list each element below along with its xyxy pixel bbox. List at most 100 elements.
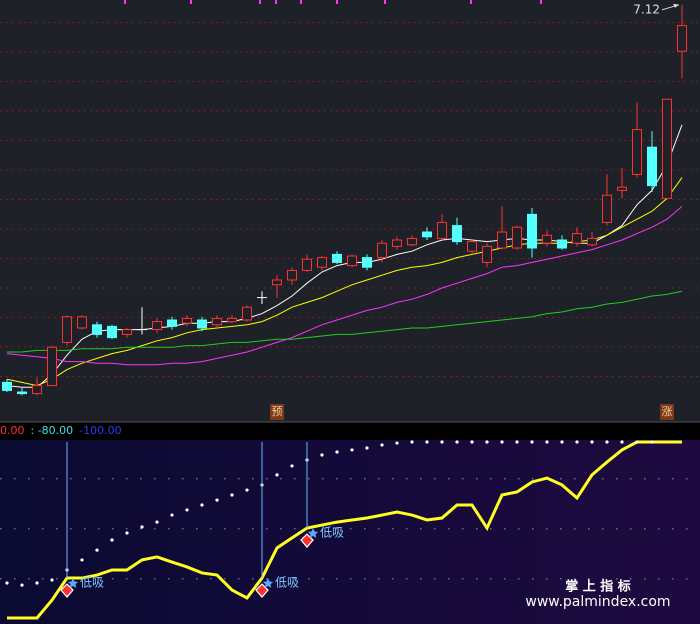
candle-body (572, 233, 582, 244)
candle-body (182, 317, 192, 324)
candle-body (452, 225, 462, 243)
dot (365, 446, 369, 450)
line (7, 440, 682, 620)
marker-label: 预 (272, 405, 283, 418)
signal-star (262, 578, 274, 588)
dot (275, 473, 279, 477)
dot (155, 520, 159, 524)
signal-label: 低吸 (275, 576, 299, 590)
candle-body (497, 231, 507, 249)
marker-box (660, 404, 674, 420)
candle-body (542, 234, 552, 244)
candle-body (62, 316, 72, 343)
candle-body (482, 245, 492, 263)
dot (455, 440, 459, 444)
candle-body (122, 329, 132, 335)
candle-body (227, 317, 237, 323)
signal-label: 低吸 (320, 526, 344, 540)
dot (200, 503, 204, 507)
candle-body (467, 241, 477, 252)
dot (515, 440, 519, 444)
candle-body (647, 146, 657, 187)
watermark-title: 掌 上 指 标 (565, 579, 631, 595)
candle-body (347, 255, 357, 267)
marker-label: 涨 (662, 405, 673, 418)
header-value: : -80.00 (31, 424, 74, 437)
dot (380, 443, 384, 447)
dot (500, 440, 504, 444)
dot (335, 450, 339, 454)
dot (575, 440, 579, 444)
candle-body (437, 221, 447, 239)
dot (170, 513, 174, 517)
candle-body (47, 346, 57, 387)
lower-grid (0, 440, 700, 624)
dot (140, 525, 144, 529)
dot (230, 493, 234, 497)
candle-body (377, 242, 387, 259)
dot (215, 498, 219, 502)
candle-body (392, 239, 402, 247)
dot (620, 440, 624, 444)
dot (605, 440, 609, 444)
candle-body (632, 129, 642, 175)
dot (590, 440, 594, 444)
dot (20, 583, 24, 587)
dot (290, 464, 294, 468)
signal-star (307, 528, 319, 538)
dot (470, 440, 474, 444)
dot (125, 531, 129, 535)
dot (35, 581, 39, 585)
candle-body (197, 319, 207, 329)
signal-star (67, 578, 79, 588)
candle-body (272, 279, 282, 286)
dot (95, 548, 99, 552)
candle-body (527, 213, 537, 249)
line (6, 206, 683, 366)
high-arrow-head (673, 3, 679, 8)
dot (245, 488, 249, 492)
candle-body (677, 25, 687, 52)
header-value: -100.00 (79, 424, 121, 437)
candle-body (17, 391, 27, 395)
dot (110, 538, 114, 542)
candle-body (77, 316, 87, 329)
candle-body (587, 237, 597, 246)
signal-label: 低吸 (80, 576, 104, 590)
dot (530, 440, 534, 444)
candle-body (362, 257, 372, 268)
dot (395, 441, 399, 445)
candle-body (107, 325, 117, 339)
candle-body (407, 237, 417, 246)
watermark-url: www.palmindex.com (525, 594, 670, 610)
dot (425, 440, 429, 444)
high-label: 7.12 (633, 2, 660, 16)
dot (635, 440, 639, 444)
candle-body (2, 381, 12, 391)
candle-body (167, 319, 177, 327)
candle-body (212, 317, 222, 326)
dot (5, 581, 9, 585)
line (7, 290, 683, 353)
header-bg (0, 423, 700, 440)
dot (440, 440, 444, 444)
dot (350, 448, 354, 452)
candle-body (287, 269, 297, 281)
line (6, 177, 683, 387)
candle-body (602, 194, 612, 223)
header-value: 0.00 (0, 424, 25, 437)
top-ticks (124, 0, 542, 4)
candle-body (152, 321, 162, 331)
dot (50, 578, 54, 582)
candle-body (32, 385, 42, 395)
candle-body (302, 258, 312, 271)
dot (410, 440, 414, 444)
marker-box (270, 404, 284, 420)
candle-body (617, 186, 627, 191)
dot (320, 453, 324, 457)
candle-body (92, 324, 102, 335)
dot (485, 440, 489, 444)
